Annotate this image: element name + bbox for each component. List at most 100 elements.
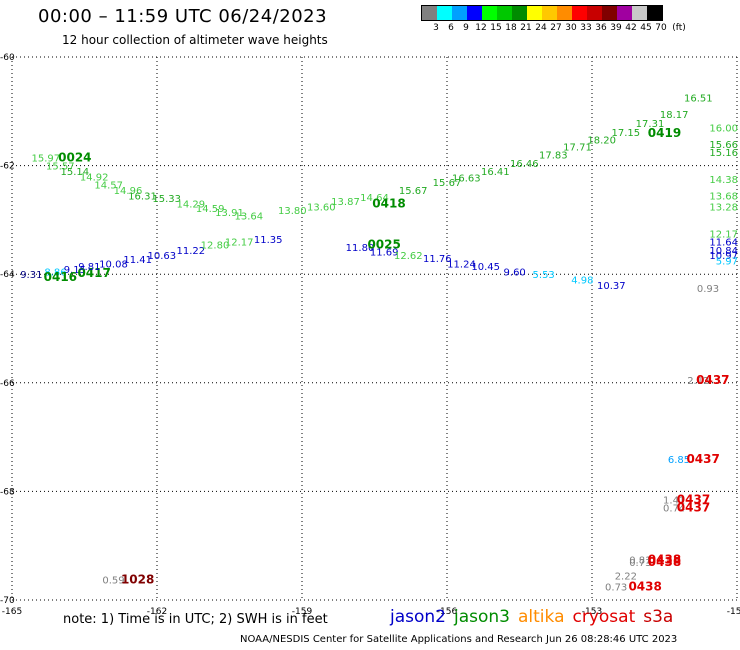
colorbar-swatch (437, 6, 452, 20)
colorbar-tick-label: 12 (475, 23, 487, 33)
swh-value: 16.51 (684, 94, 713, 105)
map-subtitle: 12 hour collection of altimeter wave hei… (62, 33, 328, 47)
swh-value: 0.59 (102, 575, 124, 586)
credit-line: NOAA/NESDIS Center for Satellite Applica… (240, 634, 678, 645)
colorbar-tick-label: 36 (595, 23, 607, 33)
colorbar-tick-label: 33 (580, 23, 592, 33)
swh-value: 9.31 (20, 270, 42, 281)
swh-value: 13.80 (278, 206, 307, 217)
time-label: 0437 (686, 452, 719, 466)
time-label: 0417 (77, 266, 110, 280)
swh-value: 2.22 (615, 572, 637, 583)
swh-value: 12.17 (225, 238, 254, 249)
swh-value: 2.12 (687, 376, 709, 387)
lat-tick-label: -64 (0, 270, 15, 280)
swh-value: 17.71 (563, 143, 592, 154)
colorbar-swatch (482, 6, 497, 20)
lon-tick-label: -159 (292, 607, 313, 617)
swh-value: 0.81 (629, 555, 651, 566)
swh-value: 10.08 (99, 259, 128, 270)
lat-tick-label: -60 (0, 53, 15, 63)
swh-value: 17.31 (636, 119, 665, 130)
swh-value: 15.14 (61, 167, 90, 178)
colorbar-unit: (ft) (672, 23, 686, 33)
swh-value: 16.41 (481, 167, 510, 178)
swh-value: 11.35 (254, 235, 283, 246)
swh-value: 14.96 (114, 186, 143, 197)
swh-value: 16.31 (128, 191, 157, 202)
swh-value: 4.98 (571, 276, 593, 287)
swh-value: 16.63 (452, 174, 481, 185)
swh-value: 9.81 (78, 262, 100, 273)
lon-tick-label: -156 (437, 607, 458, 617)
colorbar-swatch (467, 6, 482, 20)
swh-value: 15.67 (433, 178, 462, 189)
legend-entry-cryosat: cryosat (572, 607, 636, 627)
time-label: 0438 (628, 579, 661, 593)
swh-value: 18.17 (660, 110, 689, 121)
colorbar-tick-label: 27 (550, 23, 562, 33)
colorbar-tick-label: 24 (535, 23, 547, 33)
time-label: 0438 (648, 552, 681, 566)
lon-tick-label: -165 (2, 607, 22, 617)
swh-value: 5.53 (533, 270, 555, 281)
swh-value: 13.64 (235, 212, 264, 223)
colorbar-swatch (542, 6, 557, 20)
swh-value: 18.20 (587, 136, 616, 147)
colorbar-tick-label: 70 (655, 23, 667, 33)
colorbar-tick-label: 15 (490, 23, 502, 33)
swh-value: 11.24 (447, 259, 476, 270)
swh-value: 17.83 (539, 151, 568, 162)
time-label: 0438 (648, 555, 681, 569)
lon-tick-label: -150 (727, 607, 740, 617)
swh-value: 11.69 (370, 247, 399, 258)
colorbar-swatch (497, 6, 512, 20)
swh-value: 15.97 (32, 153, 61, 164)
swh-value: 17.15 (612, 128, 641, 139)
lat-tick-label: -68 (0, 487, 15, 497)
map-grid (11, 56, 738, 601)
legend-entry-altika: altika (518, 607, 565, 627)
satellite-legend: jason2 jason3 altika cryosat s3a (390, 607, 681, 627)
swh-value: 10.97 (709, 251, 738, 262)
swh-value: 13.87 (331, 197, 360, 208)
lon-tick-label: -153 (582, 607, 602, 617)
colorbar-tick-label: 21 (520, 23, 532, 33)
swh-value: 11.22 (177, 246, 206, 257)
swh-value: 10.37 (597, 281, 626, 292)
time-label: 0416 (44, 270, 77, 284)
colorbar-swatch (452, 6, 467, 20)
swh-value: 10.84 (709, 246, 738, 257)
swh-value: 16.46 (510, 159, 539, 170)
colorbar-tick-label: 45 (640, 23, 652, 33)
swh-value: 15.16 (709, 148, 738, 159)
swh-value: 12.17 (709, 229, 738, 240)
colorbar-swatch (557, 6, 572, 20)
swh-value: 15.57 (46, 162, 75, 173)
swh-value: 0.73 (605, 582, 627, 593)
swh-value: 11.41 (123, 255, 152, 266)
colorbar-swatch (632, 6, 647, 20)
colorbar-tick-label: 3 (433, 23, 439, 33)
colorbar-swatch (647, 6, 662, 20)
axis-labels: -165 -162 -159 -156 -153 -150 -60 -62 -64 -66 -68 -… (0, 53, 740, 617)
colorbar-tick-label: 39 (610, 23, 622, 33)
lat-tick-label: -62 (0, 162, 15, 172)
colorbar-tick-label: 30 (565, 23, 577, 33)
swh-value: 14.59 (196, 204, 225, 215)
time-label: 0437 (677, 493, 710, 507)
lon-tick-label: -162 (147, 607, 167, 617)
swh-value: 0.93 (697, 284, 719, 295)
colorbar-tick-label: 9 (463, 23, 469, 33)
time-label: 0025 (367, 237, 400, 251)
swh-value: 11.64 (709, 238, 738, 249)
time-label: 1028 (121, 572, 154, 586)
time-label: 0437 (677, 501, 710, 515)
colorbar-tick-label: 42 (625, 23, 637, 33)
lat-tick-label: -66 (0, 379, 15, 389)
swh-value: 6.85 (668, 455, 690, 466)
swh-value: 9.60 (504, 267, 526, 278)
swh-value: 12.80 (201, 240, 230, 251)
swh-value: 13.28 (709, 202, 738, 213)
